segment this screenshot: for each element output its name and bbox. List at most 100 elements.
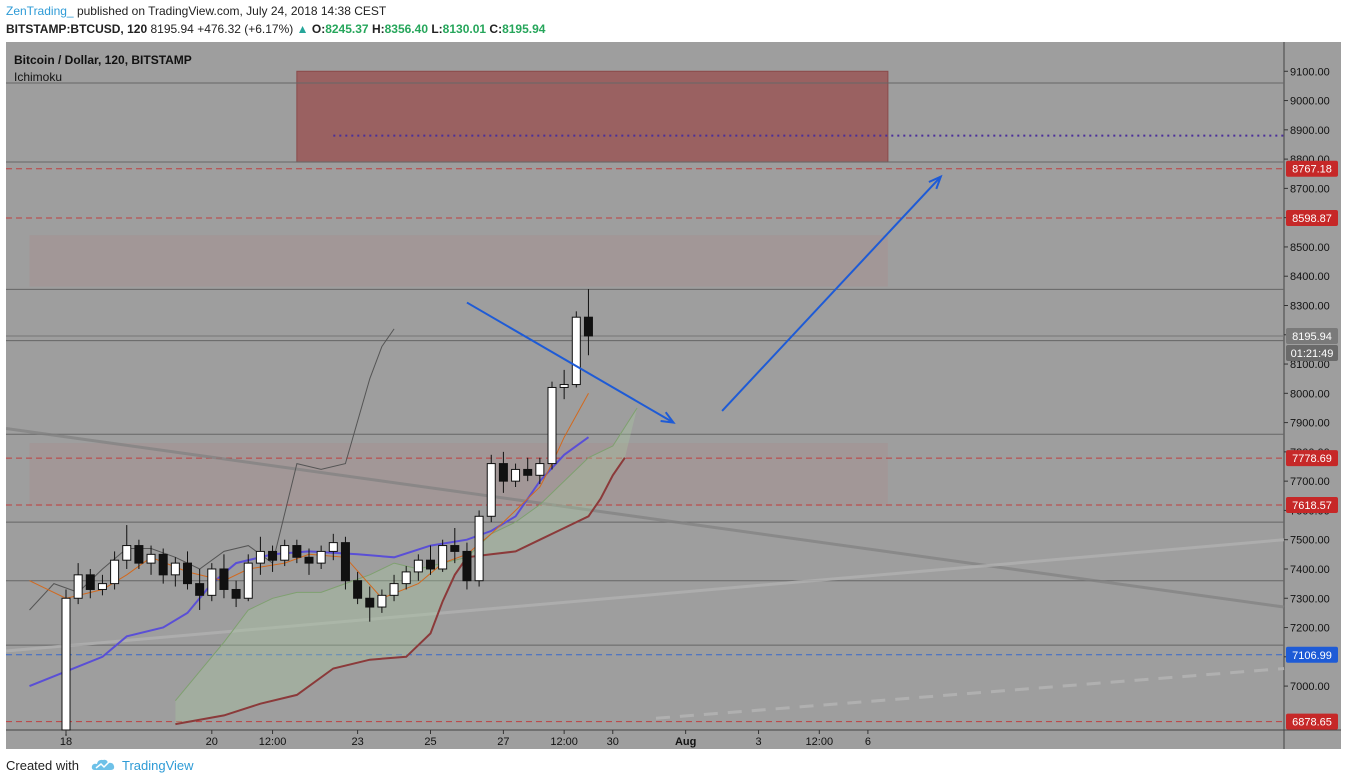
published-text: published on TradingView.com, July 24, 2… xyxy=(76,4,387,18)
zones-layer xyxy=(29,70,889,507)
author-link[interactable]: ZenTrading_ xyxy=(6,4,74,18)
candle xyxy=(426,559,435,570)
y-tick-label: 8700.00 xyxy=(1290,183,1330,195)
descending-trendline xyxy=(5,426,1285,609)
y-tick-label: 7200.00 xyxy=(1290,623,1330,635)
x-tick-label: 12:00 xyxy=(550,736,578,748)
candle xyxy=(511,468,521,482)
y-tick-label: 8900.00 xyxy=(1290,125,1330,137)
price-zone xyxy=(29,235,888,287)
x-axis-labels: 18 20 12:00 23 25 27 12:00 30 Aug 3 12:00 6 xyxy=(60,730,871,748)
low-label: L: xyxy=(431,22,443,36)
candle xyxy=(146,553,156,564)
x-tick-label: 27 xyxy=(497,736,509,748)
arrow-head xyxy=(660,411,676,424)
candle xyxy=(231,588,241,599)
y-tick-label: 8400.00 xyxy=(1290,271,1330,283)
candle xyxy=(535,463,545,476)
x-tick-label: 23 xyxy=(351,736,363,748)
price-label-box xyxy=(1286,450,1338,467)
tradingview-link[interactable]: TradingView xyxy=(122,758,194,773)
y-tick-label: 8100.00 xyxy=(1290,359,1330,371)
y-tick-label: 9000.00 xyxy=(1290,96,1330,108)
candle xyxy=(462,550,472,582)
candle xyxy=(122,545,132,561)
candle xyxy=(219,568,229,590)
price-label-box xyxy=(1286,713,1338,730)
bar-countdown: 01:21:49 xyxy=(1291,348,1334,360)
candle xyxy=(474,515,484,582)
candle xyxy=(85,574,95,590)
y-axis-labels: 7000.007100.007200.007300.007400.007500.… xyxy=(1284,66,1330,693)
time-axis[interactable] xyxy=(6,730,1284,749)
forecast-arrow xyxy=(466,301,675,424)
candle xyxy=(486,463,496,517)
candle xyxy=(292,545,302,558)
arrow-head xyxy=(928,174,943,190)
tradingview-cloud-icon xyxy=(91,758,115,775)
candle xyxy=(207,568,217,596)
x-tick-label: 18 xyxy=(60,736,72,748)
chart-header: ZenTrading_ published on TradingView.com… xyxy=(0,0,1348,42)
price-change: +476.32 (+6.17%) xyxy=(197,22,294,36)
high-value: 8356.40 xyxy=(384,22,428,36)
y-tick-label: 7400.00 xyxy=(1290,564,1330,576)
x-tick-label: 3 xyxy=(755,736,761,748)
price-label: 7618.57 xyxy=(1292,500,1332,512)
candle xyxy=(134,545,144,564)
candle xyxy=(170,562,180,576)
y-tick-label: 7300.00 xyxy=(1290,593,1330,605)
senkou-span-b xyxy=(175,457,626,726)
candle xyxy=(73,574,83,599)
candle xyxy=(583,316,593,337)
countdown-box xyxy=(1286,344,1338,361)
price-axis[interactable] xyxy=(1284,42,1341,749)
price-zone xyxy=(29,443,888,507)
symbol-label: BITSTAMP:BTCUSD, 120 xyxy=(6,22,148,36)
arrows-layer xyxy=(466,174,943,424)
candle xyxy=(280,545,290,561)
y-tick-label: 7900.00 xyxy=(1290,418,1330,430)
chart-title: Bitcoin / Dollar, 120, BITSTAMP xyxy=(14,53,192,67)
candles-layer xyxy=(61,289,593,736)
price-label-box xyxy=(1286,327,1338,344)
candle xyxy=(243,562,253,599)
publish-line: ZenTrading_ published on TradingView.com… xyxy=(6,4,386,18)
candle xyxy=(523,468,533,476)
candle xyxy=(389,583,399,596)
price-chart[interactable]: 7000.007100.007200.007300.007400.007500.… xyxy=(5,42,1341,749)
price-label: 8195.94 xyxy=(1292,331,1332,343)
candle xyxy=(183,562,192,585)
candle xyxy=(158,553,168,576)
senkou-span-a xyxy=(175,407,638,702)
last-price: 8195.94 xyxy=(150,22,194,36)
candle xyxy=(255,550,265,564)
chart-area[interactable]: 7000.007100.007200.007300.007400.007500.… xyxy=(5,42,1341,749)
close-label: C: xyxy=(489,22,503,36)
price-label: 8598.87 xyxy=(1292,213,1332,225)
candle xyxy=(438,545,448,570)
price-level-labels: 8767.18 8598.87 8195.94 01:21:49 7778.69 7618… xyxy=(1286,160,1338,730)
indicator-label[interactable]: Ichimoku xyxy=(14,70,62,84)
price-label: 6878.65 xyxy=(1292,717,1332,729)
forecast-arrow xyxy=(721,175,942,412)
y-tick-label: 8000.00 xyxy=(1290,388,1330,400)
y-tick-label: 8300.00 xyxy=(1290,300,1330,312)
candle xyxy=(571,316,581,386)
candle xyxy=(61,597,71,731)
price-label-box xyxy=(1286,160,1338,177)
open-label: O: xyxy=(311,22,326,36)
candle xyxy=(268,550,278,561)
up-triangle-icon: ▲ xyxy=(296,22,309,36)
candle xyxy=(328,542,338,552)
candle xyxy=(498,463,508,482)
candle xyxy=(365,597,375,608)
price-label: 8767.18 xyxy=(1292,164,1332,176)
x-tick-label: 20 xyxy=(206,736,218,748)
price-label-box xyxy=(1286,209,1338,226)
x-tick-label: 12:00 xyxy=(259,736,287,748)
x-tick-label: Aug xyxy=(675,736,696,748)
candle xyxy=(97,583,107,590)
y-tick-label: 7000.00 xyxy=(1290,681,1330,693)
created-with-label: Created with xyxy=(6,758,79,773)
